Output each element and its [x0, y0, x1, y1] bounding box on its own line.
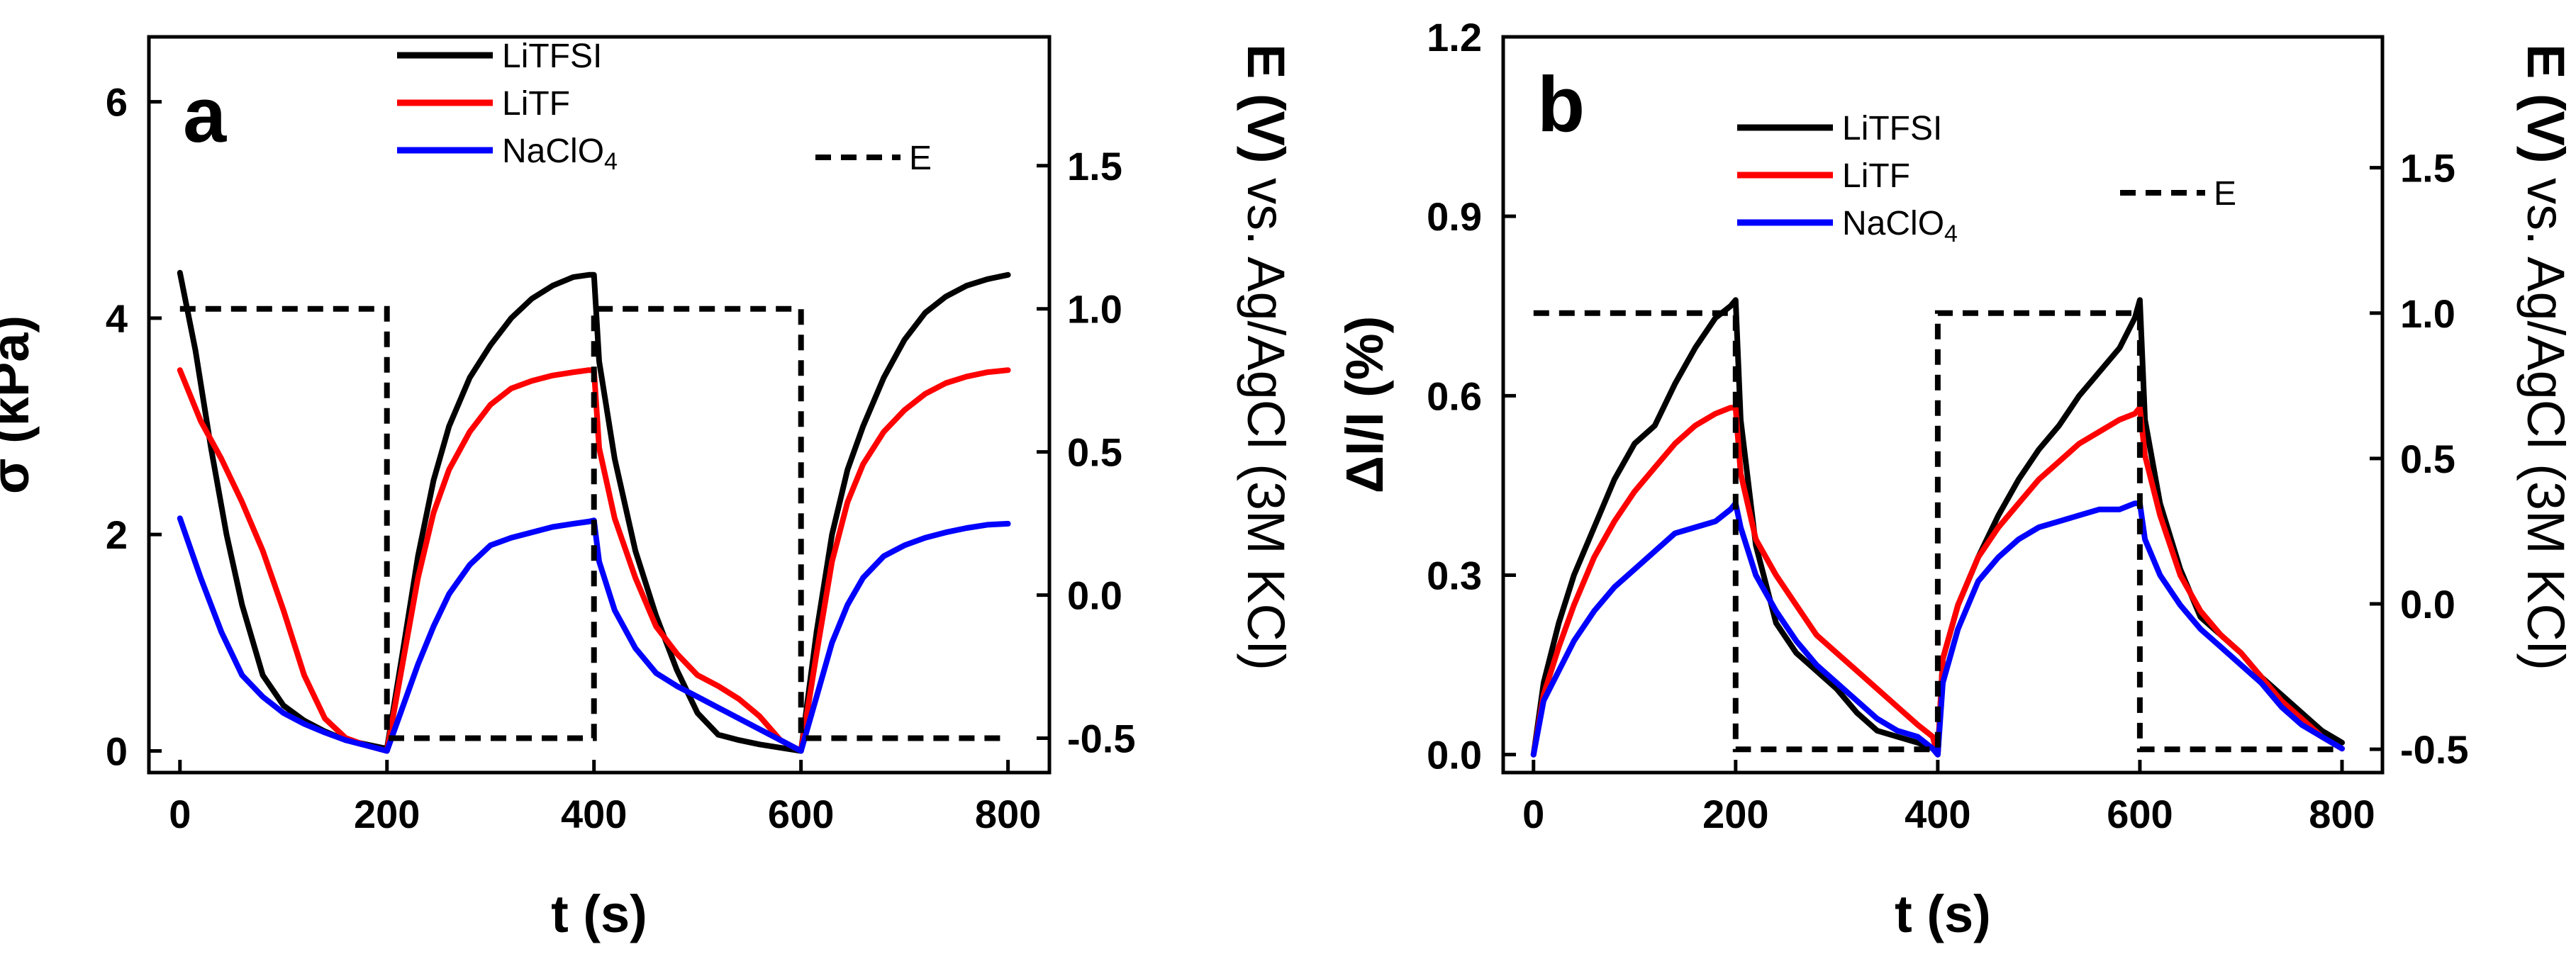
legend-label-name: LiTFSI — [502, 38, 602, 75]
legend-label: NaClO4 — [502, 133, 618, 175]
x-tick-label: 200 — [354, 792, 420, 836]
legend-label-subscript: 4 — [604, 148, 618, 175]
x-tick-label: 0 — [169, 792, 191, 836]
y-tick-label: 0.6 — [1427, 374, 1482, 418]
legend-label-subscript: 4 — [1944, 220, 1958, 247]
series-e-line — [179, 305, 1008, 741]
y-tick-label: 0.9 — [1427, 194, 1482, 239]
y-axis-title: ΔI/I (%) — [1335, 316, 1394, 494]
series-naclo4-line — [1530, 500, 2345, 758]
y-tick-label: 0.0 — [1427, 733, 1482, 778]
plot-frame — [147, 35, 1052, 775]
y2-tick-label: 0.0 — [1067, 573, 1122, 618]
y2-tick-label: 0.5 — [1067, 430, 1122, 475]
x-tick-label: 600 — [2107, 792, 2173, 836]
legend-label: LiTFSI — [1842, 110, 1942, 147]
panel-letter: b — [1537, 61, 1585, 148]
legend-label: LiTF — [502, 85, 570, 123]
y2-tick-label: 1.0 — [2400, 291, 2455, 336]
y2-tick-label: 0.5 — [2400, 437, 2455, 481]
y2-axis-title-main: E (V) — [2516, 44, 2575, 164]
y-tick-label: 6 — [106, 80, 128, 125]
y2-tick-label: -0.5 — [2400, 727, 2469, 772]
y2-tick-label: 0.0 — [2400, 582, 2455, 627]
legend-label-e: E — [2214, 175, 2236, 213]
legend-label: LiTFSI — [502, 38, 602, 75]
x-tick-label: 200 — [1702, 792, 1768, 836]
y2-axis-title-ref: vs. Ag/AgCl (3M KCl) — [2516, 164, 2575, 671]
legend-label-name: NaClO — [1842, 205, 1944, 242]
panel-letter: a — [183, 72, 227, 159]
y-tick-label: 2 — [106, 512, 128, 557]
legend-label-name: LiTFSI — [1842, 110, 1942, 147]
x-tick-label: 800 — [2309, 792, 2375, 836]
y2-tick-label: 1.5 — [1067, 144, 1122, 189]
panel-a: 0 200 400 600 800 0 2 4 6 -0.5 0.0 0.5 1.0 1.5 t (s) σ … — [0, 35, 1295, 943]
y2-axis-title: E (V) vs. Ag/AgCl (3M KCl) — [2516, 44, 2575, 670]
y-tick-label: 0 — [106, 729, 128, 773]
y-tick-label: 1.2 — [1427, 15, 1482, 60]
x-tick-label: 600 — [768, 792, 834, 836]
x-axis-title: t (s) — [1895, 885, 1991, 943]
legend-label-name: LiTF — [1842, 157, 1910, 195]
panel-b: 0 200 400 600 800 0.0 0.3 0.6 0.9 1.2 -0.5 0.0 0.5 1.… — [1335, 15, 2575, 943]
legend-label-name: LiTF — [502, 85, 570, 123]
y2-axis-title-ref: vs. Ag/AgCl (3M KCl) — [1237, 164, 1295, 671]
y-axis-title: σ (kPa) — [0, 315, 40, 494]
y-tick-label: 0.3 — [1427, 554, 1482, 598]
x-tick-label: 400 — [561, 792, 627, 836]
series-e-line — [1533, 310, 2342, 753]
plot-frame — [1501, 35, 2385, 775]
legend-label: LiTF — [1842, 157, 1910, 195]
y2-axis-title-main: E (V) — [1237, 44, 1295, 164]
x-tick-label: 800 — [975, 792, 1041, 836]
y2-axis-title: E (V) vs. Ag/AgCl (3M KCl) — [1237, 44, 1295, 670]
legend-label: NaClO4 — [1842, 205, 1958, 247]
y2-tick-label: 1.5 — [2400, 146, 2455, 191]
x-axis-title: t (s) — [551, 885, 647, 943]
legend-label-e: E — [909, 140, 932, 177]
x-tick-label: 0 — [1522, 792, 1544, 836]
x-tick-label: 400 — [1905, 792, 1970, 836]
y2-tick-label: -0.5 — [1067, 717, 1136, 761]
y-tick-label: 4 — [106, 296, 128, 341]
legend-label-name: NaClO — [502, 133, 604, 170]
y2-tick-label: 1.0 — [1067, 287, 1122, 332]
